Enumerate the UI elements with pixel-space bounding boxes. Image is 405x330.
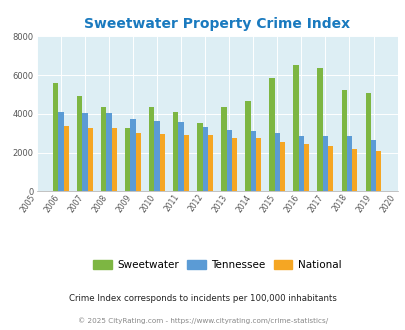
Bar [183, 135, 189, 191]
Title: Sweetwater Property Crime Index: Sweetwater Property Crime Index [84, 17, 350, 31]
Bar [250, 131, 255, 191]
Bar [87, 128, 93, 191]
Bar [279, 142, 285, 191]
Bar [351, 149, 356, 191]
Bar [322, 136, 327, 191]
Bar [327, 146, 333, 191]
Bar [58, 112, 64, 191]
Bar [64, 126, 69, 191]
Bar [159, 134, 164, 191]
Bar [245, 101, 250, 191]
Bar [255, 138, 260, 191]
Bar [53, 83, 58, 191]
Bar [221, 107, 226, 191]
Legend: Sweetwater, Tennessee, National: Sweetwater, Tennessee, National [89, 255, 345, 274]
Bar [370, 140, 375, 191]
Bar [106, 113, 111, 191]
Bar [125, 128, 130, 191]
Bar [317, 68, 322, 191]
Text: © 2025 CityRating.com - https://www.cityrating.com/crime-statistics/: © 2025 CityRating.com - https://www.city… [78, 317, 327, 324]
Bar [154, 121, 159, 191]
Bar [303, 144, 309, 191]
Bar [375, 151, 381, 191]
Bar [226, 130, 231, 191]
Bar [173, 112, 178, 191]
Bar [207, 135, 213, 191]
Bar [101, 107, 106, 191]
Bar [341, 90, 346, 191]
Bar [231, 138, 237, 191]
Bar [111, 128, 117, 191]
Bar [77, 96, 82, 191]
Bar [135, 133, 141, 191]
Bar [298, 136, 303, 191]
Bar [346, 136, 351, 191]
Bar [82, 113, 87, 191]
Bar [202, 127, 207, 191]
Bar [269, 78, 274, 191]
Bar [149, 107, 154, 191]
Bar [274, 133, 279, 191]
Bar [364, 93, 370, 191]
Bar [197, 122, 202, 191]
Bar [293, 65, 298, 191]
Text: Crime Index corresponds to incidents per 100,000 inhabitants: Crime Index corresponds to incidents per… [69, 294, 336, 303]
Bar [178, 122, 183, 191]
Bar [130, 119, 135, 191]
